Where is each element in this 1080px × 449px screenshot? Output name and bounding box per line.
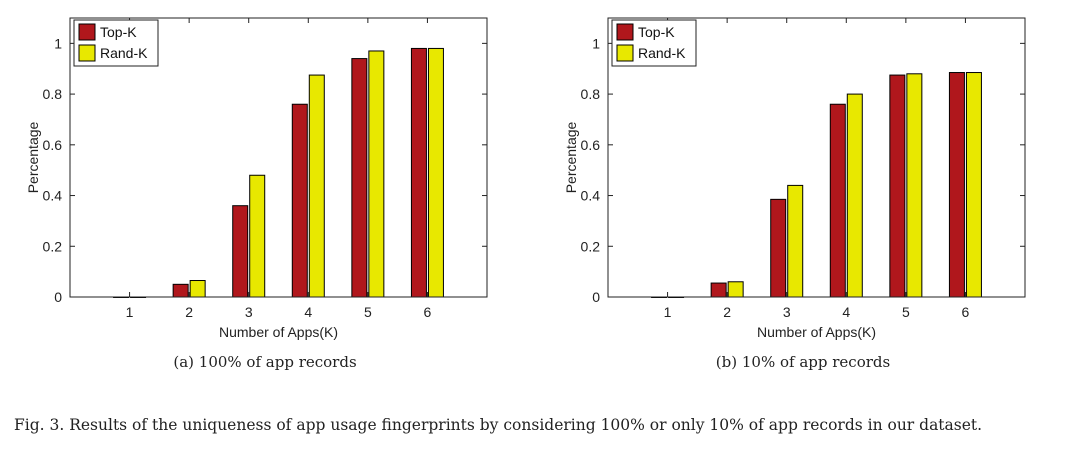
y-tick-label: 0 [592,289,600,305]
bar-randk-6 [427,47,444,298]
subfigure-caption-b: (b) 10% of app records [715,353,891,371]
y-tick-label: 0.4 [43,188,63,204]
bar-topk-5 [351,58,368,298]
chart-panel-b: 0 0.2 0.4 0.6 0.8 1 1 2 3 4 5 6 Number of Apps(K) Per… [548,10,1058,375]
bar-topk-3 [232,205,249,298]
bar-topk-3 [770,198,787,298]
x-axis-label: Number of Apps(K) [757,324,876,340]
y-tick-label: 0.2 [43,238,63,254]
y-tick-label: 0.4 [581,188,601,204]
y-axis-label: Percentage [563,121,579,193]
bar-randk-3 [787,184,804,298]
bar-randk-4 [846,93,863,298]
y-tick-label: 0.6 [43,137,63,153]
bar-topk-5 [889,74,906,298]
bar-randk-2 [727,281,744,298]
plot-frame [69,17,488,298]
legend-swatch-randk [78,44,96,62]
bar-topk-6 [410,47,427,298]
x-tick-label: 5 [364,304,372,320]
figure-caption: Fig. 3. Results of the uniqueness of app… [14,416,983,434]
x-tick-label: 6 [424,304,432,320]
x-tick-label: 4 [842,304,850,320]
y-tick-label: 1 [592,35,600,51]
legend-swatch-topk [78,23,96,41]
bar-topk-4 [829,103,846,298]
chart-panel-a: 0 0.2 0.4 0.6 0.8 1 1 2 3 4 5 6 Number of Apps(K) Per… [10,10,520,375]
legend-label-randk: Rand-K [638,45,686,61]
y-tick-label: 0.8 [581,86,601,102]
legend: Top-K Rand-K [73,19,159,67]
bar-randk-2 [189,280,206,298]
legend-swatch-topk [616,23,634,41]
y-tick-label: 0 [54,289,62,305]
bar-topk-4 [291,103,308,298]
y-tick-label: 1 [54,35,62,51]
x-tick-label: 5 [902,304,910,320]
x-tick-label: 2 [723,304,731,320]
bar-topk-6 [948,72,965,298]
x-tick-label: 1 [126,304,134,320]
x-tick-label: 2 [185,304,193,320]
legend-swatch-randk [616,44,634,62]
bar-topk-2 [710,282,727,298]
bar-randk-5 [368,50,385,298]
bar-chart-a: 0 0.2 0.4 0.6 0.8 1 1 2 3 4 5 6 Number of Apps(K) Per… [25,17,488,340]
y-tick-label: 0.8 [43,86,63,102]
x-tick-label: 6 [962,304,970,320]
subfigure-caption-a: (a) 100% of app records [173,353,357,371]
bar-randk-4 [308,74,325,298]
y-tick-label: 0.2 [581,238,601,254]
legend-label-randk: Rand-K [100,45,148,61]
bar-randk-3 [249,174,266,298]
x-tick-label: 4 [304,304,312,320]
x-tick-label: 3 [245,304,253,320]
plot-frame [607,17,1026,298]
x-tick-label: 3 [783,304,791,320]
bar-randk-5 [906,73,923,298]
legend-label-topk: Top-K [638,24,675,40]
x-axis-label: Number of Apps(K) [219,324,338,340]
y-tick-label: 0.6 [581,137,601,153]
bar-chart-b: 0 0.2 0.4 0.6 0.8 1 1 2 3 4 5 6 Number of Apps(K) Per… [563,17,1026,340]
bar-randk-6 [965,72,982,298]
legend-label-topk: Top-K [100,24,137,40]
y-axis-label: Percentage [25,121,41,193]
legend: Top-K Rand-K [611,19,697,67]
x-tick-label: 1 [664,304,672,320]
bar-topk-2 [172,283,189,298]
